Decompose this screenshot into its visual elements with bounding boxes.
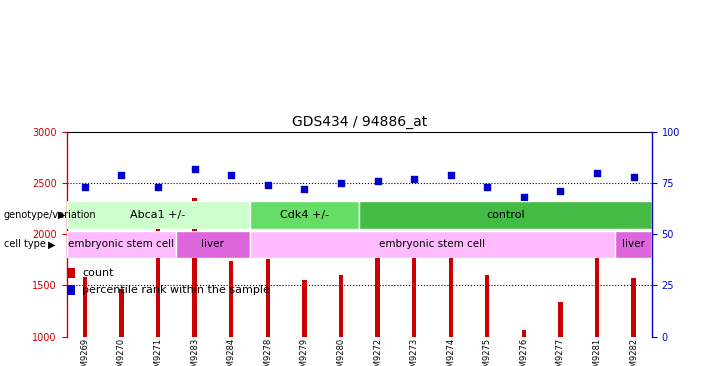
Bar bbox=[266, 259, 270, 337]
Point bbox=[262, 182, 273, 188]
Point bbox=[555, 188, 566, 194]
Bar bbox=[375, 256, 380, 337]
Point bbox=[79, 184, 90, 190]
Point bbox=[226, 172, 237, 178]
Point bbox=[299, 186, 310, 192]
Bar bbox=[177, 231, 250, 258]
Bar bbox=[119, 288, 123, 337]
Bar bbox=[83, 277, 87, 337]
Point bbox=[372, 178, 383, 184]
Point bbox=[409, 176, 420, 182]
Text: ▶: ▶ bbox=[57, 210, 65, 220]
Bar bbox=[67, 268, 76, 278]
Text: percentile rank within the sample: percentile rank within the sample bbox=[83, 285, 271, 295]
Bar bbox=[485, 275, 489, 337]
Text: Cdk4 +/-: Cdk4 +/- bbox=[280, 210, 329, 220]
Bar bbox=[615, 231, 652, 258]
Point bbox=[116, 172, 127, 178]
Point bbox=[152, 184, 163, 190]
Bar bbox=[67, 201, 250, 229]
Point bbox=[445, 172, 456, 178]
Point bbox=[189, 166, 200, 172]
Text: genotype/variation: genotype/variation bbox=[4, 210, 96, 220]
Point bbox=[592, 170, 603, 176]
Bar bbox=[632, 278, 636, 337]
Bar bbox=[229, 261, 233, 337]
Bar bbox=[250, 231, 615, 258]
Bar bbox=[156, 220, 161, 337]
Text: cell type: cell type bbox=[4, 239, 46, 250]
Text: liver: liver bbox=[201, 239, 224, 249]
Text: control: control bbox=[486, 210, 525, 220]
Text: Abca1 +/-: Abca1 +/- bbox=[130, 210, 186, 220]
Point bbox=[518, 194, 529, 200]
Bar bbox=[522, 329, 526, 337]
Bar bbox=[412, 251, 416, 337]
Bar bbox=[558, 302, 563, 337]
Text: liver: liver bbox=[622, 239, 645, 249]
Bar bbox=[302, 280, 306, 337]
Bar bbox=[67, 231, 177, 258]
Bar bbox=[595, 256, 599, 337]
Text: ▶: ▶ bbox=[48, 239, 55, 250]
Bar bbox=[250, 201, 359, 229]
Bar bbox=[67, 285, 76, 295]
Title: GDS434 / 94886_at: GDS434 / 94886_at bbox=[292, 115, 427, 129]
Point bbox=[482, 184, 493, 190]
Text: embryonic stem cell: embryonic stem cell bbox=[379, 239, 486, 249]
Point bbox=[628, 174, 639, 180]
Bar bbox=[193, 198, 197, 337]
Bar bbox=[339, 275, 343, 337]
Bar bbox=[449, 240, 453, 337]
Point bbox=[335, 180, 346, 186]
Text: embryonic stem cell: embryonic stem cell bbox=[69, 239, 175, 249]
Bar bbox=[359, 201, 652, 229]
Text: count: count bbox=[83, 268, 114, 278]
